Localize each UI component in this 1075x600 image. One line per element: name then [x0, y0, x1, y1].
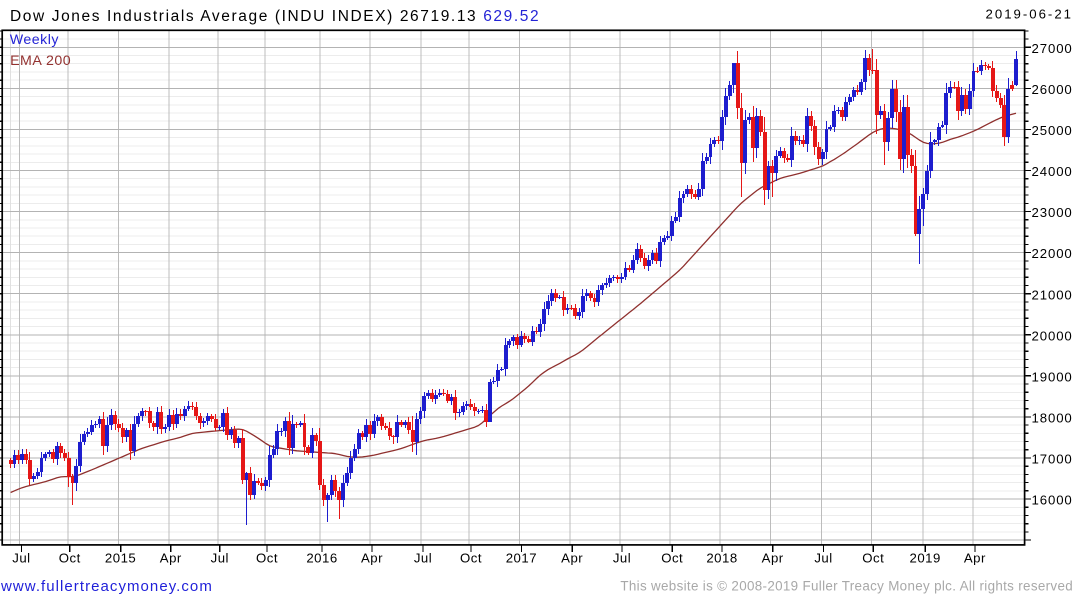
svg-text:16000: 16000: [1032, 493, 1073, 508]
svg-text:2018: 2018: [706, 551, 737, 566]
svg-text:Oct: Oct: [661, 551, 683, 566]
svg-text:Oct: Oct: [256, 551, 278, 566]
svg-text:17000: 17000: [1032, 452, 1073, 467]
svg-text:Apr: Apr: [561, 551, 583, 566]
svg-text:www.fullertreacymoney.com: www.fullertreacymoney.com: [0, 578, 213, 595]
svg-text:26000: 26000: [1032, 82, 1073, 97]
svg-text:Oct: Oct: [59, 551, 81, 566]
svg-text:21000: 21000: [1032, 287, 1073, 302]
svg-text:19000: 19000: [1032, 369, 1073, 384]
svg-text:Apr: Apr: [762, 551, 784, 566]
svg-text:22000: 22000: [1032, 246, 1073, 261]
svg-text:2015: 2015: [105, 551, 136, 566]
svg-text:This website is © 2008-2019 Fu: This website is © 2008-2019 Fuller Treac…: [620, 579, 1073, 594]
svg-text:27000: 27000: [1032, 41, 1073, 56]
svg-text:23000: 23000: [1032, 205, 1073, 220]
svg-text:2017: 2017: [506, 551, 537, 566]
svg-text:Apr: Apr: [964, 551, 986, 566]
svg-text:2016: 2016: [306, 551, 337, 566]
svg-text:Jul: Jul: [12, 551, 30, 566]
svg-text:Jul: Jul: [814, 551, 832, 566]
svg-text:Jul: Jul: [211, 551, 229, 566]
svg-text:EMA 200: EMA 200: [10, 53, 71, 69]
svg-text:Dow Jones Industrials Average: Dow Jones Industrials Average (INDU INDE…: [10, 8, 540, 25]
svg-text:18000: 18000: [1032, 411, 1073, 426]
svg-text:2019: 2019: [910, 551, 941, 566]
svg-text:Jul: Jul: [613, 551, 631, 566]
svg-text:2019-06-21: 2019-06-21: [986, 6, 1073, 21]
svg-text:Jul: Jul: [414, 551, 432, 566]
svg-text:Weekly: Weekly: [10, 32, 60, 48]
svg-text:Oct: Oct: [460, 551, 482, 566]
svg-text:25000: 25000: [1032, 123, 1073, 138]
svg-text:20000: 20000: [1032, 328, 1073, 343]
svg-text:Apr: Apr: [160, 551, 182, 566]
svg-text:24000: 24000: [1032, 164, 1073, 179]
svg-text:Apr: Apr: [361, 551, 383, 566]
svg-text:Oct: Oct: [862, 551, 884, 566]
